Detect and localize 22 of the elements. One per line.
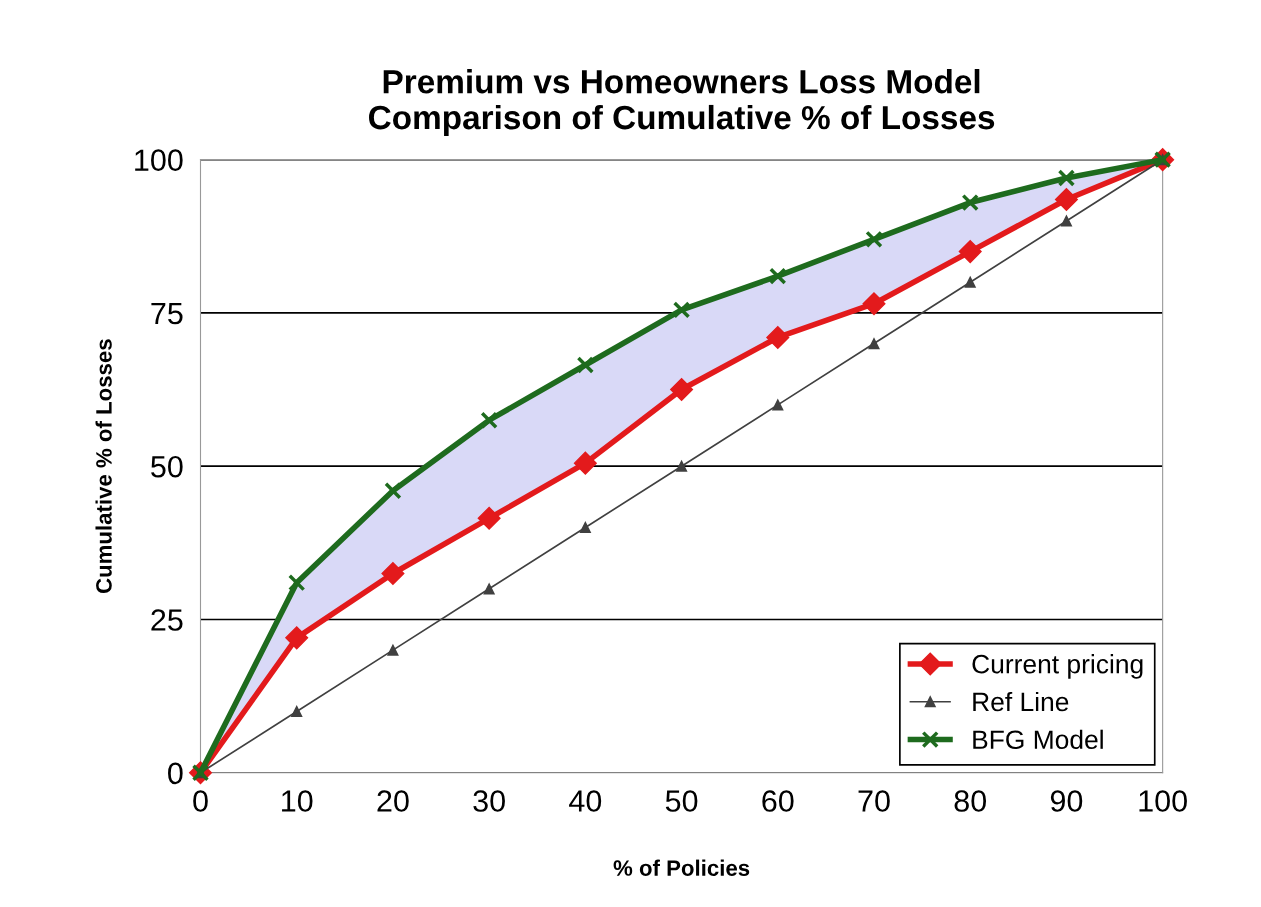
x-tick-label: 80	[954, 790, 987, 812]
legend-label: BFG Model	[973, 729, 1103, 750]
legend-label: Ref Line	[973, 691, 1069, 712]
x-tick-label: 100	[1139, 790, 1187, 812]
y-tick-label: 0	[168, 762, 183, 785]
x-tick-label: 40	[569, 790, 602, 812]
x-tick-label: 70	[858, 790, 890, 812]
x-tick-label: 30	[473, 790, 505, 812]
x-tick-label: 10	[282, 790, 313, 812]
x-tick-label: 50	[665, 790, 698, 812]
x-tick-label: 60	[762, 790, 794, 812]
y-tick-label: 25	[151, 609, 183, 631]
x-tick-label: 0	[193, 790, 208, 812]
y-tick-label: 75	[151, 302, 183, 325]
x-axis-title: % of Policies	[613, 859, 750, 876]
y-axis-title: Cumulative % of Losses	[95, 339, 112, 594]
legend-label: Current pricing	[972, 654, 1143, 679]
y-tick-label: 50	[151, 455, 183, 478]
x-tick-label: 20	[377, 790, 409, 812]
chart-title: Premium vs Homeowners Loss Model Comparison of Cumulative % of Losses	[369, 69, 995, 136]
x-tick-label: 90	[1050, 790, 1083, 812]
y-tick-label: 100	[135, 149, 183, 171]
